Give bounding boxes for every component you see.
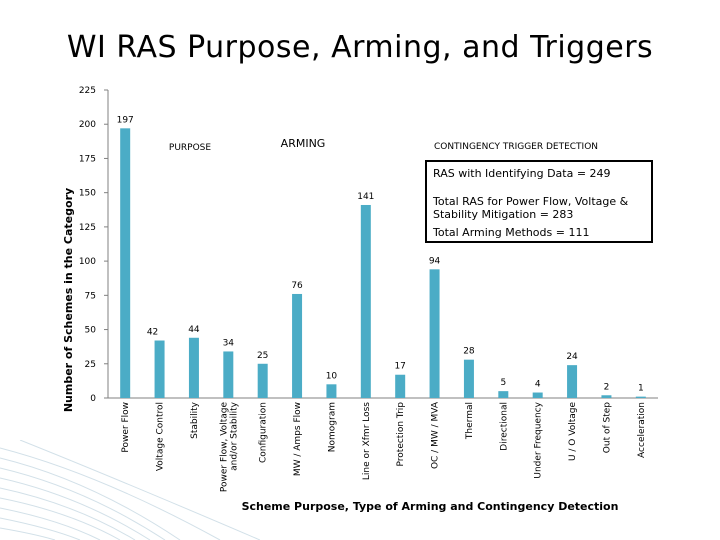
- bar: [360, 204, 371, 398]
- bar: [498, 391, 509, 398]
- decorative-stripes: [0, 440, 260, 540]
- category-label: Nomogram: [327, 402, 337, 452]
- category-label: Acceleration: [637, 402, 647, 458]
- section-label: ARMING: [281, 137, 326, 150]
- y-tick-label: 75: [85, 291, 96, 301]
- x-axis-title: Scheme Purpose, Type of Arming and Conti…: [242, 500, 619, 513]
- bar: [601, 395, 612, 398]
- y-tick-label: 200: [79, 120, 96, 130]
- y-tick-label: 125: [79, 223, 96, 233]
- bars: [120, 128, 646, 398]
- section-label: PURPOSE: [169, 143, 211, 153]
- bar: [635, 396, 646, 398]
- bar: [395, 374, 406, 398]
- bar: [532, 392, 543, 398]
- data-label: 5: [500, 378, 506, 388]
- category-label: Power Flow: [121, 402, 131, 453]
- category-label: Under Frequency: [534, 401, 544, 478]
- y-tick-label: 175: [79, 154, 96, 164]
- category-labels: Power Flow Voltage Control Stability Power …: [121, 401, 647, 492]
- category-label: Configuration: [259, 402, 269, 463]
- bar: [429, 269, 440, 398]
- data-label: 76: [291, 281, 303, 291]
- data-label: 1: [638, 384, 644, 394]
- bar: [567, 365, 578, 398]
- category-label: Out of Step: [602, 402, 612, 453]
- category-label: Protection Trip: [396, 402, 406, 467]
- section-label: CONTINGENCY TRIGGER DETECTION: [434, 142, 598, 152]
- summary-identifying-data: RAS with Identifying Data = 249: [433, 167, 611, 180]
- data-label: 197: [117, 115, 134, 125]
- bar: [188, 337, 199, 398]
- summary-arming-methods: Total Arming Methods = 111: [433, 226, 590, 239]
- y-axis-title: Number of Schemes in the Category: [62, 188, 75, 412]
- summary-box: RAS with Identifying Data = 249 Total RA…: [425, 160, 653, 243]
- data-label: 2: [604, 382, 610, 392]
- bar: [326, 384, 337, 398]
- data-label: 10: [326, 371, 338, 381]
- category-label: Voltage Control: [156, 402, 166, 471]
- bar: [257, 363, 268, 398]
- category-label: MW / Amps Flow: [293, 402, 303, 476]
- bar: [463, 359, 474, 398]
- data-label: 4: [535, 380, 541, 390]
- category-label: Stability: [190, 401, 200, 439]
- y-tick-label: 150: [79, 189, 96, 199]
- data-label: 28: [463, 347, 475, 357]
- category-label: Line or Xfmr Loss: [362, 402, 372, 480]
- y-tick-label: 25: [85, 360, 96, 370]
- data-label: 25: [257, 351, 268, 361]
- y-tick-label: 225: [79, 86, 96, 96]
- bar: [292, 293, 303, 398]
- data-label: 34: [223, 338, 235, 348]
- section-labels: PURPOSE ARMING CONTINGENCY TRIGGER DETECTI…: [169, 137, 598, 153]
- summary-total-ras: Total RAS for Power Flow, Voltage & Stab…: [433, 195, 629, 221]
- data-label: 17: [394, 362, 405, 372]
- slide-title: WI RAS Purpose, Arming, and Triggers: [66, 30, 654, 65]
- data-label: 44: [188, 325, 200, 335]
- category-label: Thermal: [465, 402, 475, 440]
- bar: [223, 351, 234, 398]
- category-label: Power Flow, Voltageand/or Stability: [219, 401, 239, 492]
- category-label: OC / MW / MVA: [431, 401, 441, 469]
- data-label: 94: [429, 256, 441, 266]
- data-label: 42: [147, 328, 158, 338]
- data-label: 24: [566, 352, 578, 362]
- y-tick-label: 50: [85, 326, 97, 336]
- data-label: 141: [357, 192, 374, 202]
- category-label: U / O Voltage: [568, 402, 578, 462]
- bar: [154, 340, 165, 398]
- y-tick-label: 100: [79, 257, 96, 267]
- bar: [120, 128, 131, 398]
- data-labels: 197 42 44 34 25 76 10 141 17 94 28 5 4 24 2 1: [117, 115, 644, 393]
- category-label: Directional: [499, 402, 509, 451]
- y-tick-label: 0: [90, 394, 96, 404]
